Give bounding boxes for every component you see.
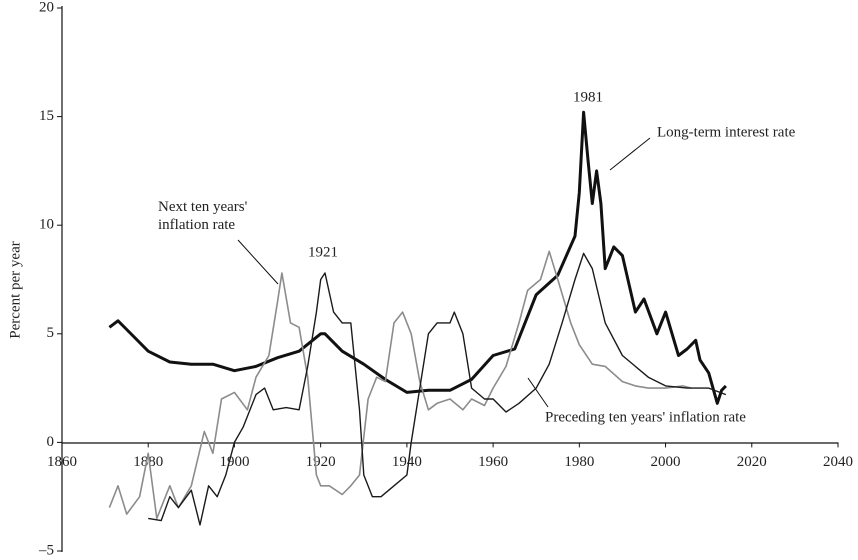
- x-tick-label: 1880: [133, 454, 163, 470]
- y-tick-label: –5: [38, 542, 54, 558]
- series-line: [108, 110, 727, 405]
- leader-line: [609, 137, 651, 171]
- x-tick-label: 1900: [219, 454, 249, 470]
- x-tick-label: 1980: [564, 454, 594, 470]
- y-tick-label: 10: [39, 217, 54, 233]
- series-line: [148, 252, 727, 526]
- y-axis-label: Percent per year: [7, 241, 23, 338]
- series-label: Preceding ten years' inflation rate: [545, 409, 746, 425]
- x-tick-label: 1960: [478, 454, 508, 470]
- x-tick-label: 2000: [651, 454, 681, 470]
- x-tick-label: 1860: [47, 454, 77, 470]
- y-tick-label: 5: [47, 325, 55, 341]
- x-tick-label: 2020: [737, 454, 767, 470]
- x-tick-label: 1920: [306, 454, 336, 470]
- x-tick-label: 1940: [392, 454, 422, 470]
- leader-line: [237, 239, 279, 285]
- annotation: 1981: [573, 89, 603, 105]
- leader-line: [527, 377, 549, 408]
- annotation: 1921: [308, 244, 338, 260]
- y-tick-label: 20: [39, 0, 54, 15]
- series-label: Long-term interest rate: [657, 124, 796, 140]
- y-tick-label: 0: [47, 434, 55, 450]
- series-line: [108, 250, 692, 520]
- series-label: Next ten years' inflation rate: [158, 199, 248, 233]
- y-tick-label: 15: [39, 108, 54, 124]
- x-tick-label: 2040: [823, 454, 853, 470]
